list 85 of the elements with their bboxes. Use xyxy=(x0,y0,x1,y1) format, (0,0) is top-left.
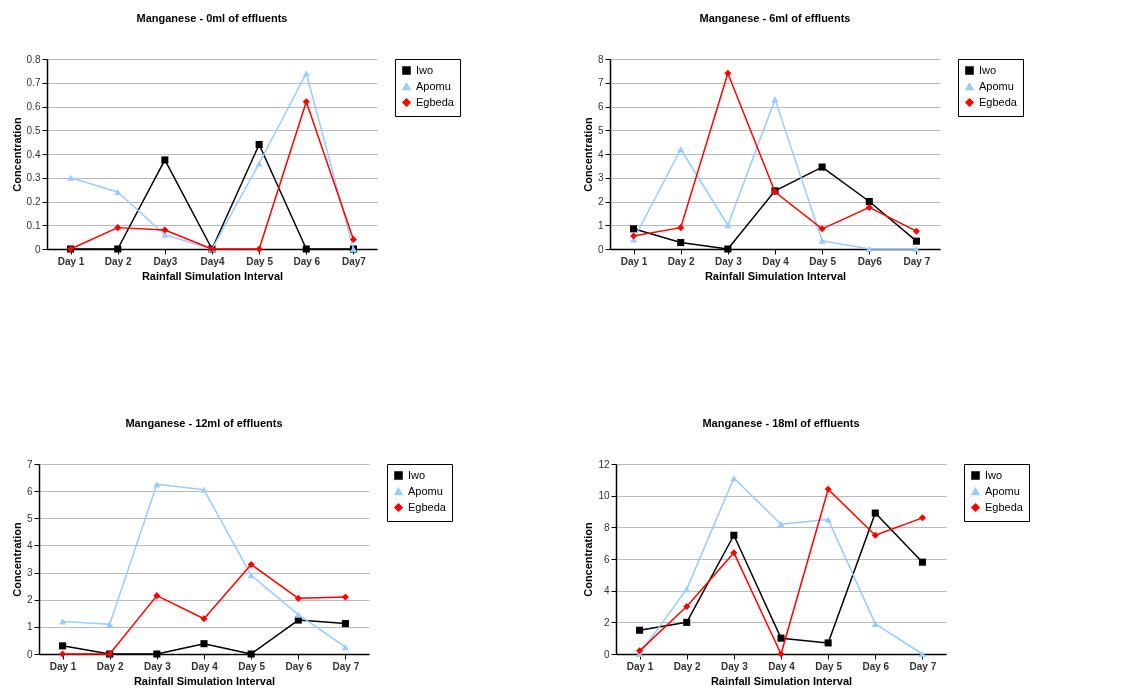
legend-label: Apomu xyxy=(408,484,443,497)
x-tick-label: Day 3 xyxy=(721,660,749,672)
y-tick-label: 2 xyxy=(603,616,610,628)
legend-label: Iwo xyxy=(416,63,434,76)
x-tick-label: Day 2 xyxy=(667,255,695,267)
chart-title: Manganese - 18ml of effluents xyxy=(702,417,860,429)
legend-label: Egbeda xyxy=(979,95,1018,108)
x-tick-label: Day 2 xyxy=(96,660,124,672)
x-tick-label: Day 5 xyxy=(815,660,843,672)
y-tick-label: 3 xyxy=(597,172,604,184)
x-tick-label: Day 7 xyxy=(903,255,931,267)
x-axis-title: Rainfall Simulation Interval xyxy=(141,269,284,282)
y-tick-label: 2 xyxy=(26,594,33,606)
y-tick-label: 1 xyxy=(597,219,604,231)
y-axis-title: Concentration xyxy=(581,116,594,192)
legend-label: Apomu xyxy=(416,79,451,92)
y-tick-label: 6 xyxy=(597,101,604,112)
y-tick-label: 4 xyxy=(26,539,33,551)
chart-title: Manganese - 0ml of effluents xyxy=(136,12,288,24)
legend-label: Apomu xyxy=(985,484,1020,497)
x-tick-label: Day 5 xyxy=(246,255,274,267)
x-tick-label: Day 2 xyxy=(104,255,132,267)
y-tick-label: 0.1 xyxy=(26,219,41,231)
y-tick-label: 0 xyxy=(34,243,41,255)
legend-label: Iwo xyxy=(408,468,426,481)
y-tick-label: 1 xyxy=(26,621,33,633)
x-tick-label: Day 3 xyxy=(715,255,743,267)
y-tick-label: 10 xyxy=(598,490,610,502)
legend-label: Iwo xyxy=(979,63,997,76)
x-tick-label: Day 6 xyxy=(862,660,890,672)
legend-label: Egbeda xyxy=(416,95,455,108)
x-tick-label: Day 4 xyxy=(191,660,219,672)
x-tick-label: Day6 xyxy=(857,255,883,267)
y-tick-label: 4 xyxy=(603,585,610,597)
y-tick-label: 0.3 xyxy=(26,172,41,184)
legend-label: Egbeda xyxy=(408,500,447,513)
x-tick-label: Day 6 xyxy=(285,660,313,672)
legend-label: Apomu xyxy=(979,79,1014,92)
x-axis-title: Rainfall Simulation Interval xyxy=(704,269,847,282)
legend-label: Egbeda xyxy=(985,500,1024,513)
x-tick-label: Day 3 xyxy=(144,660,172,672)
y-tick-label: 7 xyxy=(26,458,33,470)
x-tick-label: Day 4 xyxy=(762,255,790,267)
y-tick-label: 0 xyxy=(603,648,610,660)
x-tick-label: Day 1 xyxy=(49,660,77,672)
x-tick-label: Day3 xyxy=(153,255,178,267)
y-tick-label: 0.4 xyxy=(26,148,41,160)
chart-title: Manganese - 12ml of effluents xyxy=(125,417,283,429)
y-tick-label: 8 xyxy=(597,53,604,65)
y-axis-title: Concentration xyxy=(10,521,23,597)
y-tick-label: 0.2 xyxy=(26,196,41,207)
x-tick-label: Day 5 xyxy=(809,255,837,267)
y-tick-label: 3 xyxy=(26,567,33,579)
y-axis-title: Concentration xyxy=(10,116,23,192)
x-tick-label: Day 7 xyxy=(909,660,937,672)
x-tick-label: Day 1 xyxy=(620,255,648,267)
y-tick-label: 0 xyxy=(597,243,604,255)
x-tick-label: Day7 xyxy=(341,255,367,267)
y-tick-label: 0 xyxy=(26,648,33,660)
y-tick-label: 2 xyxy=(597,196,604,207)
x-tick-label: Day 2 xyxy=(673,660,701,672)
y-axis-title: Concentration xyxy=(582,521,595,597)
x-tick-label: Day4 xyxy=(200,255,225,267)
y-tick-label: 6 xyxy=(26,485,33,497)
x-tick-label: Day 4 xyxy=(768,660,796,672)
x-tick-label: Day 1 xyxy=(626,660,654,672)
y-tick-label: 0.5 xyxy=(26,124,41,136)
x-tick-label: Day 1 xyxy=(57,255,85,267)
x-tick-label: Day 6 xyxy=(293,255,321,267)
y-tick-label: 0.8 xyxy=(26,53,41,65)
y-tick-label: 5 xyxy=(26,512,33,524)
x-axis-title: Rainfall Simulation Interval xyxy=(710,674,853,687)
y-tick-label: 8 xyxy=(603,521,610,533)
chart-title: Manganese - 6ml of effluents xyxy=(699,12,851,24)
x-tick-label: Day 7 xyxy=(332,660,360,672)
legend-label: Iwo xyxy=(985,468,1003,481)
y-tick-label: 6 xyxy=(603,553,610,565)
y-tick-label: 5 xyxy=(597,124,604,136)
y-tick-label: 4 xyxy=(597,148,604,160)
y-tick-label: 0.6 xyxy=(26,101,41,112)
y-tick-label: 0.7 xyxy=(26,77,41,89)
x-tick-label: Day 5 xyxy=(238,660,266,672)
y-tick-label: 12 xyxy=(598,458,610,470)
x-axis-title: Rainfall Simulation Interval xyxy=(133,674,276,687)
y-tick-label: 7 xyxy=(597,77,604,89)
